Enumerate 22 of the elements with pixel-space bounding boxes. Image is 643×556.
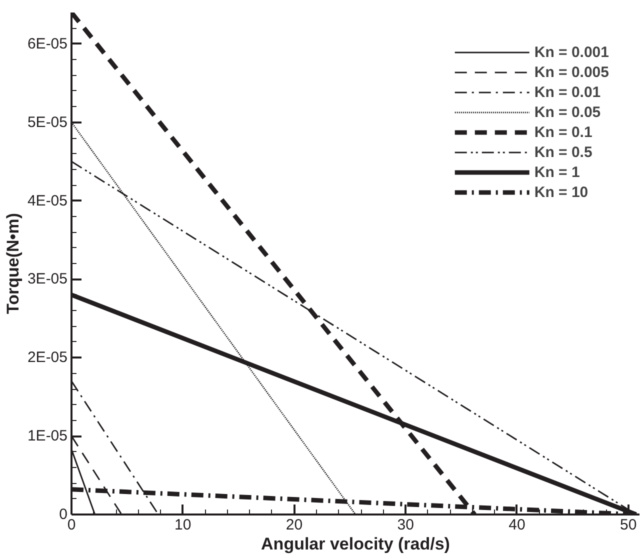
legend-label: Kn = 0.005 (534, 63, 609, 81)
y-tick-label: 0 (59, 506, 68, 523)
legend-label: Kn = 1 (534, 163, 580, 181)
y-axis-title: Torque(N•m) (3, 212, 22, 314)
x-axis-title: Angular velocity (rad/s) (261, 534, 450, 554)
x-tick-label: 10 (174, 516, 192, 534)
x-tick-label: 40 (508, 516, 526, 534)
legend-label: Kn = 0.01 (534, 83, 601, 101)
y-tick-label: 3E-05 (27, 270, 68, 288)
legend-label: Kn = 10 (534, 183, 588, 201)
legend-label: Kn = 0.001 (534, 43, 609, 61)
y-tick-label: 1E-05 (27, 428, 68, 445)
y-tick-label: 4E-05 (27, 192, 68, 210)
x-tick-label: 50 (620, 516, 637, 534)
y-tick-label: 2E-05 (27, 349, 68, 366)
y-tick-label: 6E-05 (27, 35, 68, 52)
legend-label: Kn = 0.1 (534, 123, 592, 141)
legend-label: Kn = 0.05 (534, 103, 601, 121)
y-tick-label: 5E-05 (27, 114, 68, 131)
x-tick-label: 20 (286, 516, 303, 534)
x-tick-label: 30 (397, 516, 414, 534)
legend-label: Kn = 0.5 (534, 143, 592, 161)
